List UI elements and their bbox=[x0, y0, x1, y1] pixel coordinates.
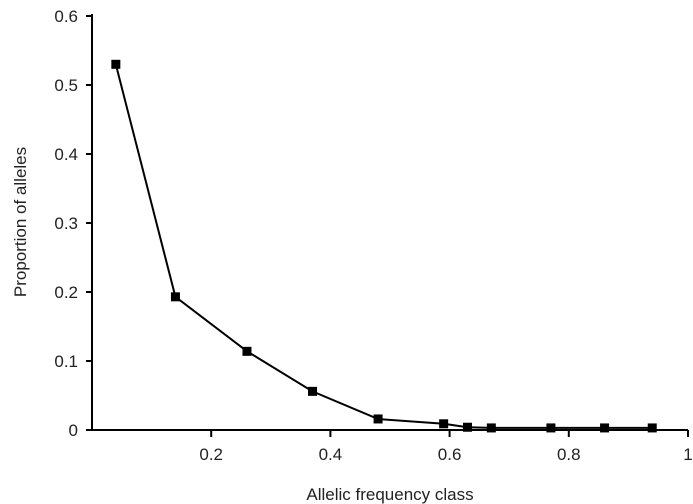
data-point bbox=[373, 414, 383, 424]
y-tick-label: 0 bbox=[69, 421, 78, 440]
y-tick-label: 0.1 bbox=[54, 352, 78, 371]
data-point bbox=[486, 423, 496, 433]
data-point bbox=[439, 419, 449, 429]
x-tick-label: 0.8 bbox=[557, 445, 581, 464]
x-axis-title: Allelic frequency class bbox=[306, 485, 473, 504]
y-tick-label: 0.2 bbox=[54, 283, 78, 302]
data-point bbox=[647, 423, 657, 433]
x-tick-label: 1 bbox=[683, 445, 692, 464]
data-point bbox=[600, 423, 610, 433]
data-point bbox=[462, 422, 472, 432]
y-tick-label: 0.5 bbox=[54, 76, 78, 95]
y-axis-title: Proportion of alleles bbox=[11, 147, 30, 297]
series-markers bbox=[111, 59, 657, 433]
data-point bbox=[242, 346, 252, 356]
x-tick-label: 0.4 bbox=[319, 445, 343, 464]
x-tick-label: 0.6 bbox=[438, 445, 462, 464]
series-line bbox=[114, 64, 653, 429]
y-tick-label: 0.3 bbox=[54, 214, 78, 233]
data-point bbox=[111, 59, 121, 69]
axes bbox=[91, 14, 688, 431]
y-tick-label: 0.6 bbox=[54, 7, 78, 26]
x-tick-label: 0.2 bbox=[199, 445, 223, 464]
data-point bbox=[170, 292, 180, 302]
y-ticks: 0 0.1 0.2 0.3 0.4 0.5 0.6 bbox=[54, 7, 92, 440]
y-tick-label: 0.4 bbox=[54, 145, 78, 164]
x-ticks: 0.2 0.4 0.6 0.8 1 bbox=[199, 430, 693, 464]
data-point bbox=[308, 386, 318, 396]
data-point bbox=[546, 423, 556, 433]
